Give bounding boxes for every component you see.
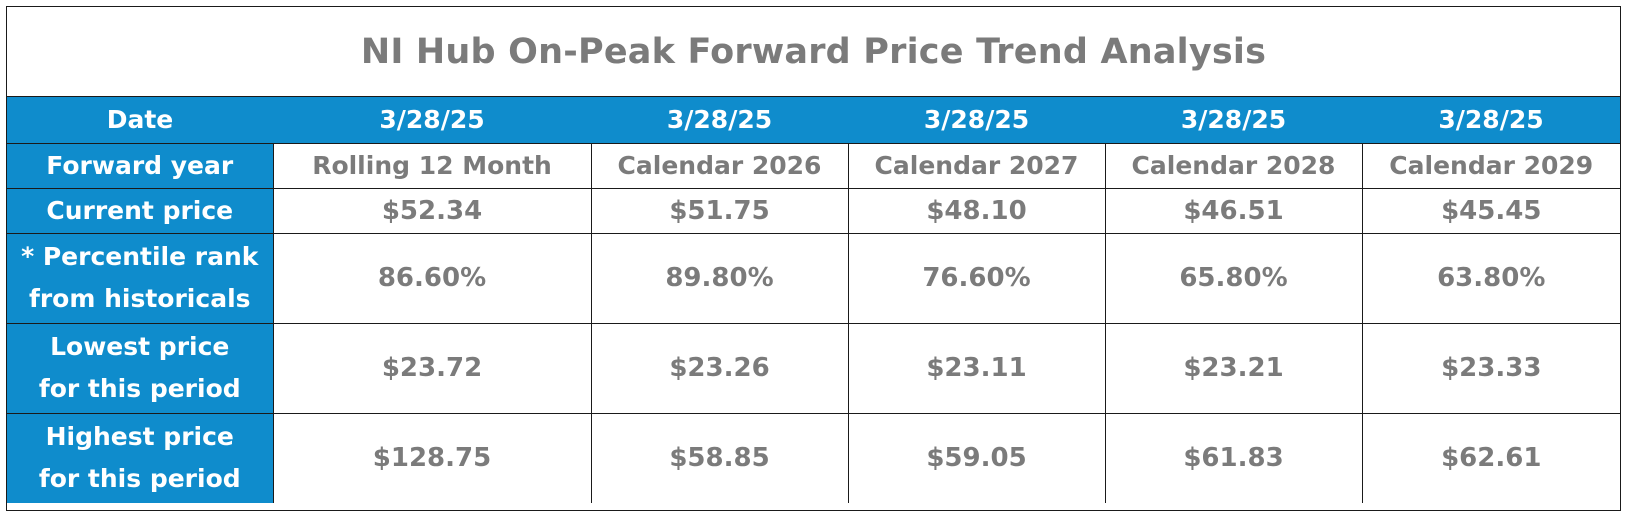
percentile-rank-cell: 86.60%	[272, 232, 592, 324]
percentile-rank-header-line2: from historicals	[28, 284, 251, 313]
table-title: NI Hub On-Peak Forward Price Trend Analy…	[7, 7, 1620, 97]
percentile-rank-cell: 76.60%	[847, 232, 1106, 324]
forward-year-header: Forward year	[7, 142, 274, 189]
forward-year-cell: Rolling 12 Month	[272, 142, 592, 189]
current-price-cell: $48.10	[847, 187, 1106, 234]
price-trend-table: Date 3/28/25 3/28/25 3/28/25 3/28/25 3/2…	[7, 97, 1620, 503]
date-cell: 3/28/25	[848, 97, 1105, 143]
current-price-cell: $45.45	[1361, 187, 1620, 234]
highest-price-header-line2: for this period	[38, 464, 241, 494]
date-cell: 3/28/25	[1362, 97, 1620, 143]
date-cell: 3/28/25	[591, 97, 848, 143]
date-cell: 3/28/25	[1105, 97, 1362, 143]
highest-price-cell: $58.85	[590, 412, 849, 503]
forward-year-cell: Calendar 2027	[847, 142, 1106, 189]
highest-price-cell: $62.61	[1361, 412, 1620, 503]
highest-price-cell: $59.05	[847, 412, 1106, 503]
lowest-price-row: Lowest price for this period $23.72 $23.…	[7, 322, 1620, 414]
lowest-price-header-line2: for this period	[38, 374, 241, 403]
lowest-price-header: Lowest price for this period	[7, 322, 274, 414]
lowest-price-cell: $23.72	[272, 322, 592, 414]
lowest-price-cell: $23.21	[1104, 322, 1363, 414]
date-header: Date	[7, 97, 273, 143]
date-cell: 3/28/25	[273, 97, 591, 143]
price-trend-table-frame: NI Hub On-Peak Forward Price Trend Analy…	[6, 6, 1621, 511]
highest-price-cell: $128.75	[272, 412, 592, 503]
highest-price-header-line1: Highest price	[45, 422, 234, 452]
percentile-rank-row: * Percentile rank from historicals 86.60…	[7, 232, 1620, 324]
forward-year-cell: Calendar 2026	[590, 142, 849, 189]
percentile-rank-header: * Percentile rank from historicals	[7, 232, 274, 324]
current-price-row: Current price $52.34 $51.75 $48.10 $46.5…	[7, 187, 1620, 234]
lowest-price-cell: $23.26	[590, 322, 849, 414]
percentile-rank-cell: 65.80%	[1104, 232, 1363, 324]
lowest-price-cell: $23.33	[1361, 322, 1620, 414]
lowest-price-header-line1: Lowest price	[50, 332, 230, 361]
percentile-rank-cell: 89.80%	[590, 232, 849, 324]
percentile-rank-header-line1: * Percentile rank	[21, 242, 259, 271]
date-row: Date 3/28/25 3/28/25 3/28/25 3/28/25 3/2…	[7, 97, 1620, 143]
highest-price-header: Highest price for this period	[7, 412, 274, 503]
percentile-rank-cell: 63.80%	[1361, 232, 1620, 324]
current-price-header: Current price	[7, 187, 274, 234]
current-price-cell: $46.51	[1104, 187, 1363, 234]
forward-year-cell: Calendar 2028	[1104, 142, 1363, 189]
highest-price-cell: $61.83	[1104, 412, 1363, 503]
current-price-cell: $51.75	[590, 187, 849, 234]
forward-year-row: Forward year Rolling 12 Month Calendar 2…	[7, 142, 1620, 189]
lowest-price-cell: $23.11	[847, 322, 1106, 414]
highest-price-row: Highest price for this period $128.75 $5…	[7, 412, 1620, 503]
current-price-cell: $52.34	[272, 187, 592, 234]
forward-year-cell: Calendar 2029	[1361, 142, 1620, 189]
